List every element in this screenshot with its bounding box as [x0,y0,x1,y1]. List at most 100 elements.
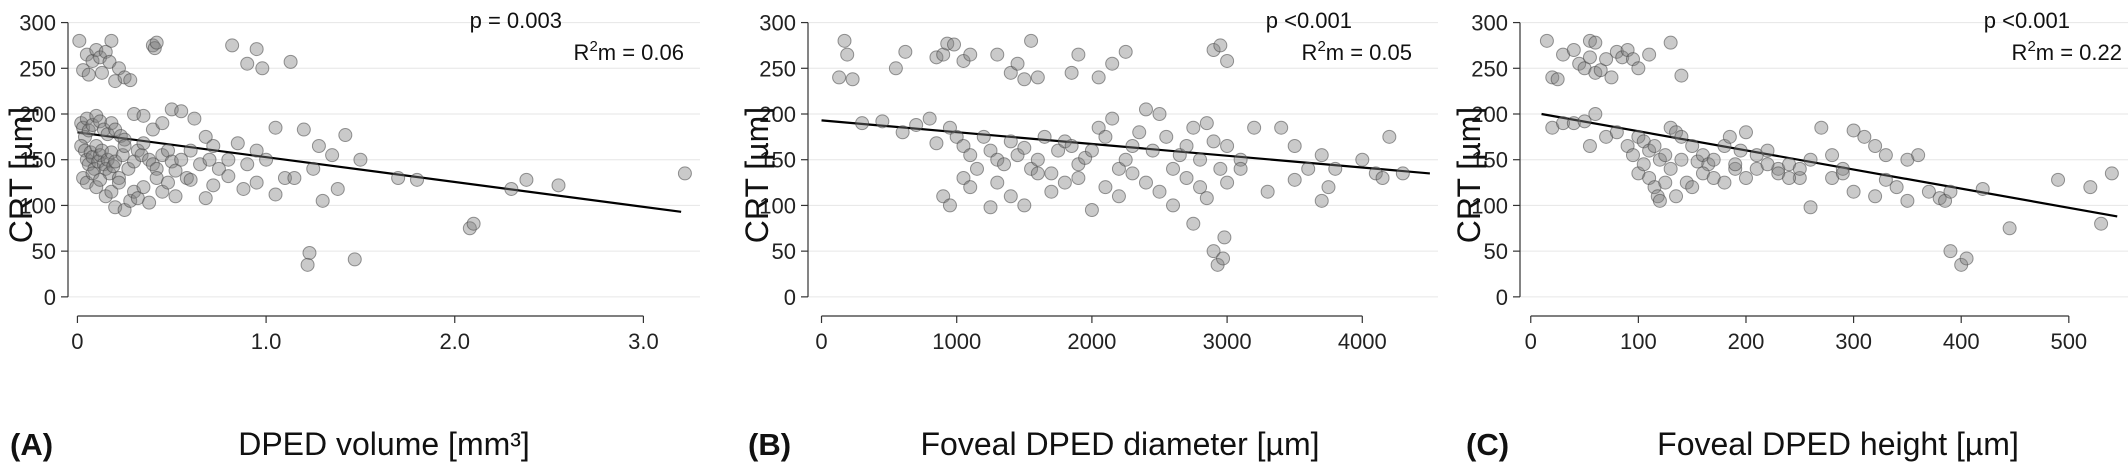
data-point [1368,166,1383,181]
data-point [168,163,183,178]
x-tick-label: 2000 [1067,329,1116,354]
data-point [1301,161,1316,176]
data-point [1959,251,1974,266]
y-tick-label: 100 [759,193,796,218]
data-point [1017,72,1032,87]
data-point [225,38,240,53]
data-point [1921,184,1936,199]
y-tick-label: 50 [772,239,796,264]
data-point [1220,53,1235,68]
data-point [249,175,264,190]
x-tick-label: 0 [1525,329,1537,354]
data-point [1669,125,1684,140]
data-point [104,184,119,199]
data-point [677,166,692,181]
y-tick-label: 50 [32,239,56,264]
data-point [149,35,164,50]
data-point [1199,191,1214,206]
data-point [1030,70,1045,85]
data-point [174,104,189,119]
data-point [1057,134,1072,149]
panel-label: (C) [1466,427,1509,462]
y-axis-title: CRT [µm] [739,107,775,243]
data-point [1609,125,1624,140]
y-tick-label: 250 [19,56,56,81]
data-point [76,63,91,78]
data-point [338,128,353,143]
data-point [1846,123,1861,138]
data-point [155,116,170,131]
y-tick-label: 200 [759,102,796,127]
data-point [1010,56,1025,71]
data-point [130,143,145,158]
data-point [1138,175,1153,190]
data-point [1314,193,1329,208]
x-tick-label: 3.0 [628,329,659,354]
data-point [230,136,245,151]
data-point [198,129,213,144]
data-point [1145,143,1160,158]
data-point [1382,129,1397,144]
y-tick-label: 200 [1471,102,1508,127]
data-point [1733,143,1748,158]
data-point [1782,171,1797,185]
data-point [909,117,924,132]
r-squared-value: m = 0.22 [2036,40,2122,65]
axes: 0 50 100 150 200 250 300 0 1.0 2.0 3.0 [19,11,658,354]
data-points [72,33,692,272]
y-tick-label: 0 [44,285,56,310]
data-point [1111,189,1126,204]
data-point [1186,216,1201,231]
data-point [2094,216,2109,231]
data-point [136,108,151,123]
regression-line [77,131,682,213]
data-point [1878,148,1893,163]
x-tick-label: 2.0 [439,329,470,354]
data-point [990,152,1005,167]
data-point [1179,171,1194,185]
data-point [202,152,217,167]
regression-line [1541,112,2118,218]
x-tick-label: 0 [71,329,83,354]
data-point [287,171,302,185]
data-point [1814,120,1829,135]
x-axis-title: Foveal DPED height [µm] [1657,426,2019,462]
data-point [1582,50,1597,65]
data-point [1545,70,1560,85]
data-point [302,245,317,260]
data-point [462,221,477,236]
data-point [300,257,315,272]
data-point [211,161,226,176]
data-point [1193,180,1208,195]
data-point [1064,139,1079,153]
data-point [81,67,96,82]
data-point [160,175,175,190]
data-point [1321,180,1336,195]
data-point [1395,166,1410,181]
data-point [1792,161,1807,176]
p-value-label: p <0.001 [1266,8,1352,33]
data-point [1647,139,1662,153]
data-point [410,172,425,187]
x-tick-label: 200 [1728,329,1765,354]
data-point [347,252,362,267]
data-point [1760,157,1775,172]
r-squared-r: R [1302,40,1318,65]
data-point [2083,180,2098,195]
data-point [1706,152,1721,167]
data-point [136,180,151,195]
data-point [206,178,221,193]
regression-line-group [77,131,682,213]
data-point [268,120,283,135]
data-point [240,56,255,71]
data-point [249,42,264,57]
data-point [1098,180,1113,195]
data-point [174,152,189,167]
data-point [391,171,406,185]
y-axis-title: CRT [µm] [1451,107,1487,243]
data-point [1878,172,1893,187]
data-point [1599,52,1614,67]
data-point [1233,161,1248,176]
data-point [85,53,100,68]
